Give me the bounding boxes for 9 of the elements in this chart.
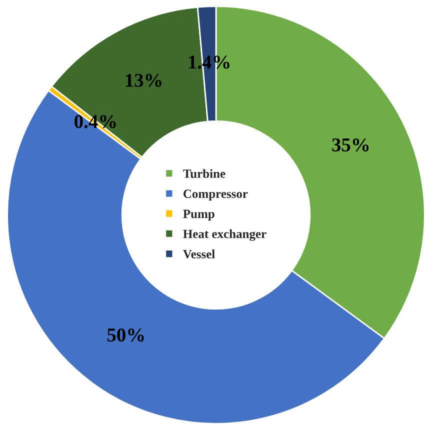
data-label: 50%	[107, 328, 144, 342]
data-label: 13%	[126, 74, 162, 87]
legend-label: Compressor	[184, 190, 248, 201]
data-label: 0.4%	[74, 114, 116, 128]
data-label: 35%	[332, 138, 369, 152]
legend-label: Turbine	[183, 169, 226, 178]
legend-label: Pump	[183, 210, 214, 221]
legend-label: Heat exchanger	[183, 229, 266, 241]
legend-label: Vessel	[183, 250, 215, 258]
